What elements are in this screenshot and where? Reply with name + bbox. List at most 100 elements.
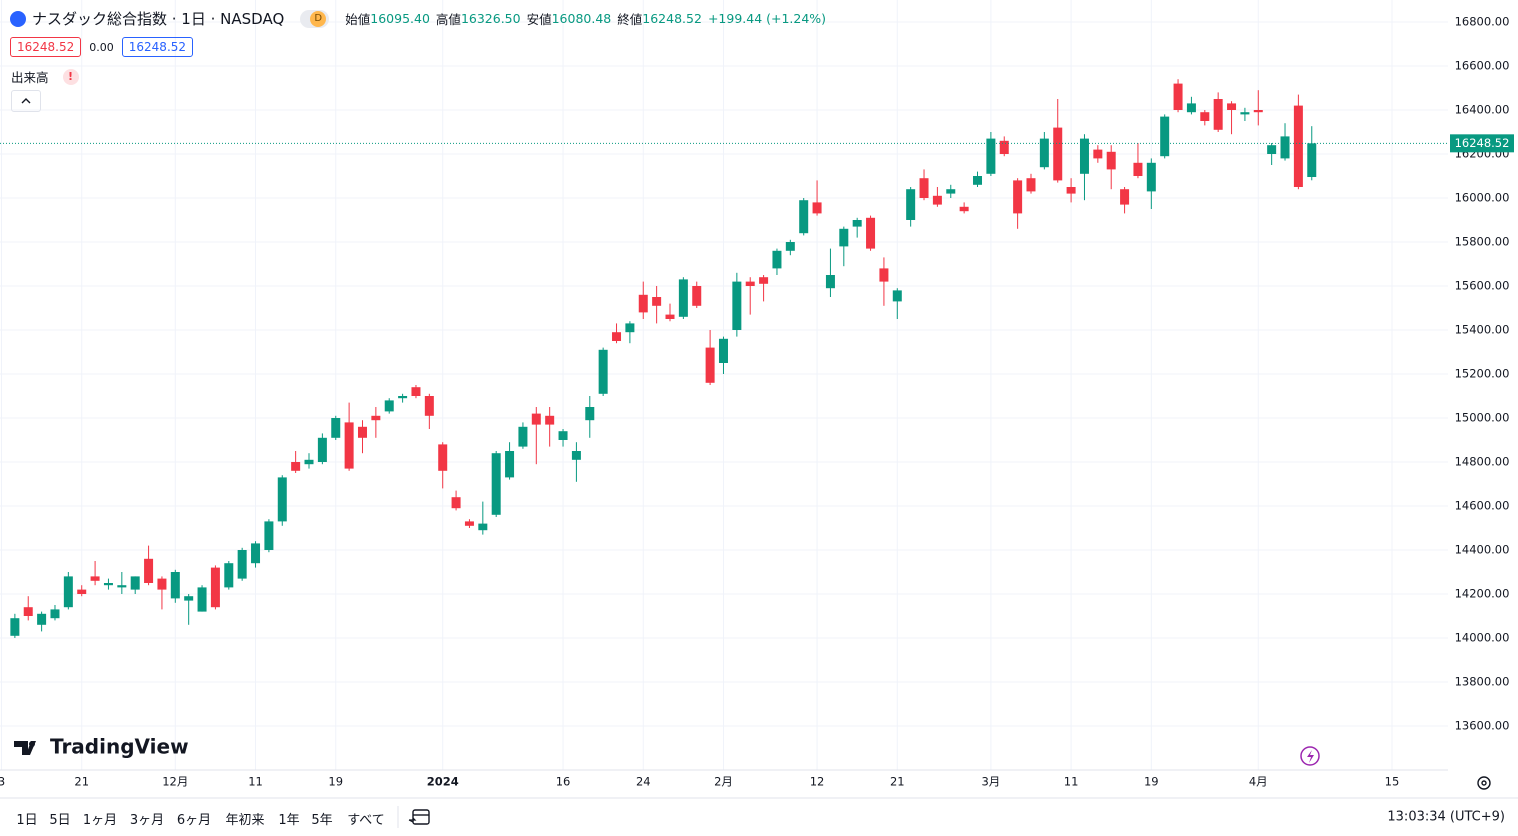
candle-body bbox=[398, 396, 408, 399]
y-tick-label: 14600.00 bbox=[1455, 499, 1510, 513]
candle-body bbox=[625, 323, 635, 333]
candle-body bbox=[1160, 116, 1170, 157]
settings-icon[interactable] bbox=[1477, 776, 1491, 790]
candle-body bbox=[1039, 138, 1049, 168]
candle-body bbox=[170, 572, 180, 599]
range-button[interactable]: 5日 bbox=[49, 813, 71, 828]
x-tick-label: 24 bbox=[636, 775, 651, 789]
candle-body bbox=[906, 189, 916, 220]
spread: 0.00 bbox=[89, 40, 114, 54]
candle-body bbox=[505, 451, 515, 478]
x-tick-label: 12月 bbox=[162, 775, 188, 789]
candle-body bbox=[1213, 99, 1223, 130]
candle-body bbox=[50, 609, 60, 619]
range-button[interactable]: 6ヶ月 bbox=[176, 813, 212, 828]
candle-body bbox=[732, 281, 742, 330]
candle-body bbox=[839, 228, 849, 247]
candle-body bbox=[946, 189, 956, 194]
lightning-icon[interactable] bbox=[1300, 746, 1320, 766]
candle-body bbox=[1227, 103, 1237, 110]
range-button[interactable]: 1ヶ月 bbox=[82, 813, 118, 828]
range-button[interactable]: 1日 bbox=[16, 813, 38, 828]
volume-alert[interactable]: ! bbox=[62, 68, 79, 85]
candle-body bbox=[1307, 143, 1317, 178]
y-tick-label: 14400.00 bbox=[1455, 543, 1510, 557]
y-tick-label: 16000.00 bbox=[1455, 191, 1510, 205]
calendar-icon[interactable] bbox=[408, 809, 430, 825]
open-value: 16095.40 bbox=[370, 11, 430, 26]
last-price-label: 16248.52 bbox=[1455, 136, 1510, 150]
range-button[interactable]: 1年 bbox=[278, 813, 300, 828]
y-tick-label: 15200.00 bbox=[1455, 367, 1510, 381]
candle-body bbox=[23, 607, 33, 616]
candle-body bbox=[999, 140, 1009, 154]
clock: 13:03:34 (UTC+9) bbox=[1387, 810, 1505, 825]
candle-body bbox=[1013, 180, 1023, 214]
collapse-button[interactable] bbox=[11, 90, 41, 112]
candle-body bbox=[919, 178, 929, 198]
candle-body bbox=[90, 576, 100, 581]
candle-body bbox=[103, 583, 113, 586]
candle-body bbox=[678, 279, 688, 317]
candle-body bbox=[63, 576, 73, 608]
candle-body bbox=[745, 281, 755, 286]
candle-body bbox=[892, 290, 902, 302]
candle-body bbox=[438, 444, 448, 471]
candle-body bbox=[384, 400, 394, 412]
low-label: 安値 bbox=[526, 12, 552, 27]
candle-body bbox=[491, 453, 501, 515]
y-tick-label: 16800.00 bbox=[1455, 15, 1510, 29]
candle-body bbox=[1053, 127, 1063, 181]
open-label: 始値 bbox=[345, 12, 371, 27]
candle-body bbox=[357, 426, 367, 438]
x-tick-label: 15 bbox=[1385, 775, 1400, 789]
candle-body bbox=[665, 314, 675, 319]
candle-body bbox=[478, 523, 488, 531]
grid bbox=[0, 0, 1448, 770]
ask[interactable]: 16248.52 bbox=[121, 37, 194, 57]
candle-body bbox=[1066, 187, 1076, 194]
candle-body bbox=[1293, 105, 1303, 187]
candle-body bbox=[210, 567, 220, 608]
candle-body bbox=[371, 415, 381, 421]
candle-body bbox=[237, 550, 247, 579]
y-tick-label: 14200.00 bbox=[1455, 587, 1510, 601]
candle-body bbox=[692, 286, 702, 306]
x-tick-label: 11 bbox=[1064, 775, 1079, 789]
candle-body bbox=[652, 297, 662, 306]
candle-body bbox=[1120, 189, 1130, 205]
candle-body bbox=[304, 459, 314, 465]
chevron bbox=[21, 98, 31, 104]
candle-body bbox=[224, 563, 234, 588]
candle-body bbox=[986, 138, 996, 174]
range-button[interactable]: 年初来 bbox=[225, 813, 265, 828]
candle-body bbox=[10, 618, 20, 636]
candle-body bbox=[545, 415, 555, 425]
candle-body bbox=[317, 437, 327, 462]
candle-body bbox=[598, 349, 608, 394]
candle-body bbox=[812, 202, 822, 214]
candle-body bbox=[1026, 178, 1036, 192]
legend-header: ナスダック総合指数 · 1日 · NASDAQ D 始値 16095.40 高値 1… bbox=[10, 8, 832, 29]
candles bbox=[10, 79, 1317, 638]
brand: TradingView bbox=[50, 735, 189, 759]
candle-body bbox=[638, 294, 648, 313]
volume-row: 出来高 ! bbox=[11, 67, 79, 86]
close-value: 16248.52 bbox=[642, 11, 702, 26]
bid[interactable]: 16248.52 bbox=[10, 37, 82, 57]
candle-body bbox=[531, 413, 541, 425]
range-button[interactable]: すべて bbox=[347, 813, 385, 828]
volume-label: 出来高 bbox=[11, 70, 49, 85]
y-tick-label: 15800.00 bbox=[1455, 235, 1510, 249]
interval-toggle[interactable]: D bbox=[300, 9, 330, 28]
y-tick-label: 15600.00 bbox=[1455, 279, 1510, 293]
range-button[interactable]: 3ヶ月 bbox=[129, 813, 165, 828]
y-tick-label: 14800.00 bbox=[1455, 455, 1510, 469]
low-value: 16080.48 bbox=[551, 11, 612, 26]
candle-body bbox=[117, 585, 127, 588]
range-button[interactable]: 5年 bbox=[311, 813, 333, 828]
candle-body bbox=[1079, 138, 1089, 174]
brand-logo: TradingView bbox=[14, 735, 189, 759]
